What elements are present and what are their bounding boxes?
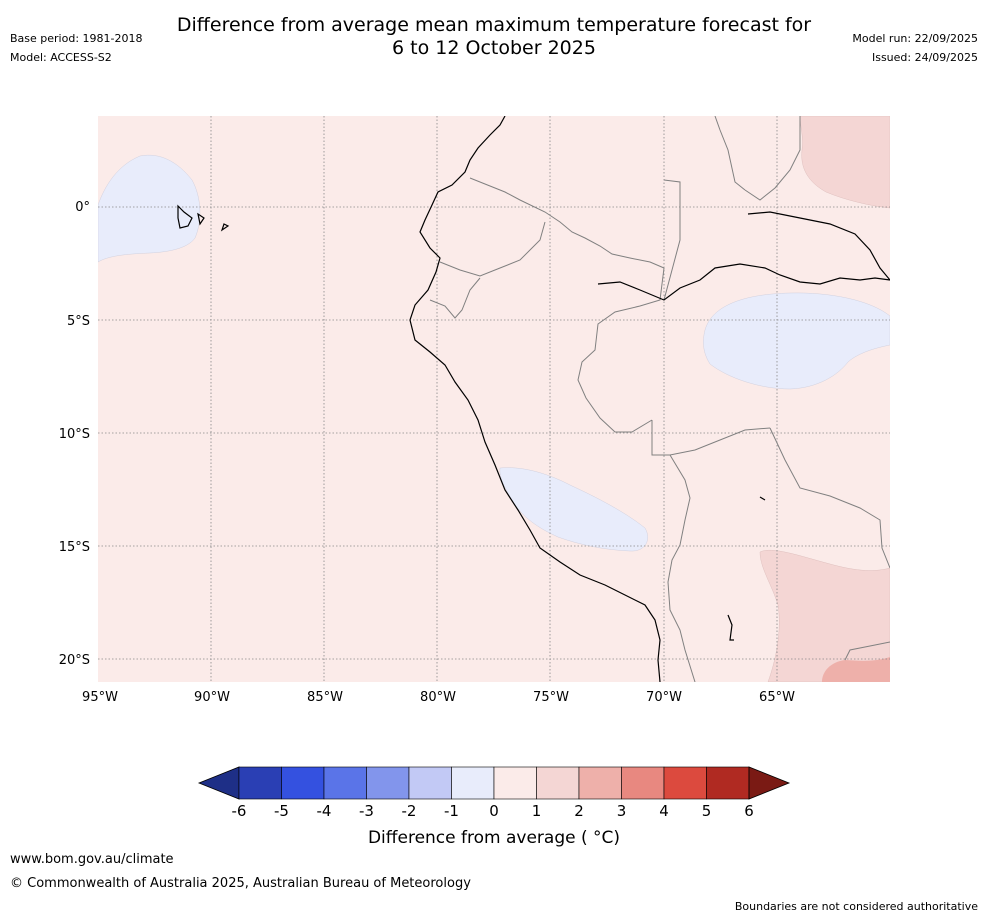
colorbar-tick-label: -4 bbox=[317, 802, 332, 820]
colorbar-swatch bbox=[663, 766, 707, 800]
map-plot-area bbox=[98, 116, 890, 682]
colorbar-arrow-low bbox=[197, 766, 240, 800]
colorbar-swatch bbox=[493, 766, 537, 800]
lon-label-90w: 90°W bbox=[194, 690, 230, 705]
colorbar-swatch bbox=[238, 766, 282, 800]
map-background bbox=[98, 116, 890, 682]
footer-copyright: © Commonwealth of Australia 2025, Austra… bbox=[10, 876, 471, 891]
lat-label-0: 0° bbox=[75, 200, 90, 215]
colorbar-swatch bbox=[621, 766, 665, 800]
footer-url: www.bom.gov.au/climate bbox=[10, 852, 174, 867]
warm-anomaly-southeast-strong bbox=[822, 657, 890, 682]
lat-label-15s: 15°S bbox=[59, 540, 90, 555]
country-borders bbox=[429, 116, 890, 682]
colorbar-tick-label: -6 bbox=[232, 802, 247, 820]
issued-date: Issued: 24/09/2025 bbox=[871, 51, 978, 64]
footer-disclaimer: Boundaries are not considered authoritat… bbox=[734, 900, 978, 913]
colorbar-swatch bbox=[706, 766, 750, 800]
colorbar-tick-label: 5 bbox=[702, 802, 712, 820]
warm-anomaly-southeast bbox=[759, 549, 890, 682]
colorbar-tick-label: 2 bbox=[574, 802, 584, 820]
coastlines bbox=[177, 116, 890, 682]
longitude-labels: 95°W 90°W 85°W 80°W 75°W 70°W 65°W bbox=[82, 690, 795, 705]
colorbar-tick-label: -5 bbox=[274, 802, 289, 820]
colorbar-swatch bbox=[408, 766, 452, 800]
colorbar-swatch bbox=[323, 766, 367, 800]
colorbar: -6 -5 -4 -3 -2 -1 0 1 2 3 4 5 6 bbox=[197, 766, 791, 820]
colorbar-tick-label: 6 bbox=[744, 802, 754, 820]
lon-label-80w: 80°W bbox=[420, 690, 456, 705]
model-run-date: Model run: 22/09/2025 bbox=[852, 32, 978, 45]
colorbar-tick-label: 4 bbox=[659, 802, 669, 820]
warm-anomaly-northeast bbox=[799, 116, 890, 209]
colorbar-tick-label: 0 bbox=[489, 802, 499, 820]
colorbar-tick-label: -2 bbox=[402, 802, 417, 820]
model-name: Model: ACCESS-S2 bbox=[10, 51, 112, 64]
colorbar-tick-label: 3 bbox=[617, 802, 627, 820]
lon-label-70w: 70°W bbox=[646, 690, 682, 705]
lon-label-95w: 95°W bbox=[82, 690, 118, 705]
colorbar-swatch bbox=[366, 766, 410, 800]
colorbar-tick-label: -3 bbox=[359, 802, 374, 820]
gridlines bbox=[98, 116, 890, 682]
colorbar-arrow-high bbox=[748, 766, 791, 800]
lon-label-85w: 85°W bbox=[307, 690, 343, 705]
colorbar-tick-label: -1 bbox=[444, 802, 459, 820]
lat-label-10s: 10°S bbox=[59, 427, 90, 442]
title-line-2: 6 to 12 October 2025 bbox=[392, 37, 596, 59]
lat-label-5s: 5°S bbox=[67, 314, 90, 329]
base-period: Base period: 1981-2018 bbox=[10, 32, 143, 45]
colorbar-swatch bbox=[451, 766, 495, 800]
colorbar-swatch bbox=[281, 766, 325, 800]
cool-anomaly-galapagos bbox=[98, 154, 201, 263]
title-line-1: Difference from average mean maximum tem… bbox=[176, 14, 812, 36]
colorbar-swatch bbox=[536, 766, 580, 800]
colorbar-title: Difference from average ( °C) bbox=[367, 828, 621, 848]
lon-label-75w: 75°W bbox=[533, 690, 569, 705]
colorbar-tick-label: 1 bbox=[532, 802, 542, 820]
map-title: Difference from average mean maximum tem… bbox=[0, 14, 988, 60]
latitude-labels: 0° 5°S 10°S 15°S 20°S bbox=[59, 200, 90, 668]
lat-label-20s: 20°S bbox=[59, 653, 90, 668]
cool-anomaly-amazon bbox=[703, 292, 890, 390]
colorbar-swatch bbox=[578, 766, 622, 800]
lon-label-65w: 65°W bbox=[759, 690, 795, 705]
